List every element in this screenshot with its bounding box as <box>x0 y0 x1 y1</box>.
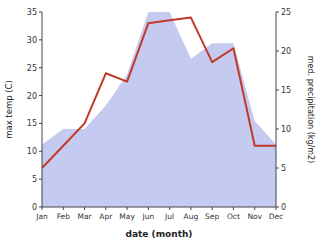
y-tick-label: 10 <box>27 147 37 156</box>
x-tick-label: Feb <box>57 212 71 221</box>
y2-axis-label: med. precipitation (kg/m2) <box>306 56 315 163</box>
y2-tick-label: 20 <box>281 47 291 56</box>
x-tick <box>233 207 234 210</box>
y-axis-line <box>42 12 43 207</box>
x-tick-label: Jul <box>164 212 174 221</box>
x-tick <box>212 207 213 210</box>
x-tick-label: Jun <box>142 212 155 221</box>
y-tick-label: 20 <box>27 92 37 101</box>
y-tick <box>39 151 42 152</box>
x-tick <box>190 207 191 210</box>
x-tick-label: Oct <box>227 212 240 221</box>
y2-tick <box>276 12 279 13</box>
y-tick-label: 30 <box>27 36 37 45</box>
y2-tick <box>276 51 279 52</box>
y-tick <box>39 39 42 40</box>
y-tick <box>39 95 42 96</box>
x-tick <box>254 207 255 210</box>
y2-tick <box>276 168 279 169</box>
x-tick <box>84 207 85 210</box>
y-tick <box>39 179 42 180</box>
y2-tick-label: 15 <box>281 86 291 95</box>
x-tick <box>169 207 170 210</box>
plot-marks <box>42 12 276 207</box>
chart: 0 5 10 15 20 25 30 35 0 5 10 15 20 25 Jan Feb Mar Apr May J… <box>0 0 318 247</box>
x-tick-label: Sep <box>205 212 219 221</box>
x-tick <box>127 207 128 210</box>
x-tick-label: Apr <box>99 212 113 221</box>
y-tick <box>39 12 42 13</box>
y-tick-label: 25 <box>27 64 37 73</box>
x-tick <box>42 207 43 210</box>
x-axis-line <box>42 207 276 208</box>
x-tick-label: Jan <box>35 212 48 221</box>
y2-tick-label: 25 <box>281 8 291 17</box>
y2-tick-label: 5 <box>281 164 286 173</box>
y2-tick-label: 10 <box>281 125 291 134</box>
y-tick-label: 5 <box>32 175 37 184</box>
y2-axis-line <box>276 12 277 207</box>
precipitation-area <box>42 12 276 207</box>
x-tick <box>148 207 149 210</box>
x-tick <box>276 207 277 210</box>
y-tick-label: 35 <box>27 8 37 17</box>
x-tick-label: Mar <box>77 212 92 221</box>
y-tick <box>39 123 42 124</box>
x-tick-label: Nov <box>247 212 262 221</box>
x-tick <box>105 207 106 210</box>
y-tick-label: 0 <box>32 203 37 212</box>
x-tick-label: Aug <box>184 212 199 221</box>
y2-tick <box>276 129 279 130</box>
x-tick-label: Dec <box>269 212 284 221</box>
y2-tick <box>276 90 279 91</box>
y2-tick-label: 0 <box>281 203 286 212</box>
y-axis-label: max temp (C) <box>4 80 14 139</box>
y-tick-label: 15 <box>27 119 37 128</box>
y-tick <box>39 67 42 68</box>
x-axis-label: date (month) <box>126 229 193 239</box>
x-tick <box>63 207 64 210</box>
x-tick-label: May <box>119 212 135 221</box>
temperature-line <box>42 18 276 168</box>
